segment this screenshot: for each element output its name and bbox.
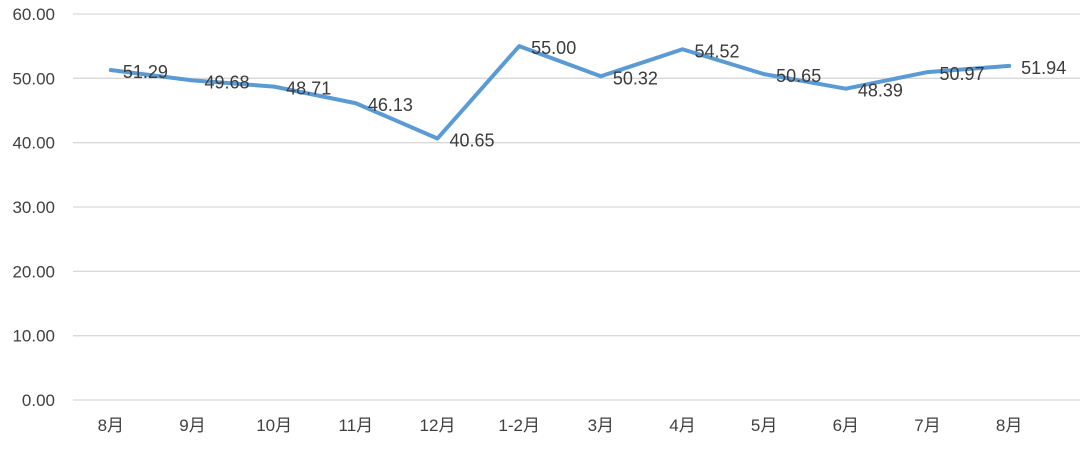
x-axis-tick-label: 12月	[420, 416, 456, 435]
data-label: 55.00	[531, 38, 576, 58]
y-axis-tick-label: 30.00	[12, 198, 55, 217]
y-axis-tick-label: 0.00	[22, 391, 55, 410]
data-label: 48.39	[858, 81, 903, 101]
data-label: 40.65	[450, 130, 495, 150]
data-label: 46.13	[368, 95, 413, 115]
data-label: 54.52	[695, 41, 740, 61]
x-axis-tick-label: 1-2月	[498, 416, 540, 435]
y-axis-tick-label: 40.00	[12, 134, 55, 153]
series-line	[108, 44, 1012, 141]
data-label: 50.65	[776, 66, 821, 86]
x-axis-tick-label: 8月	[98, 416, 124, 435]
y-axis-tick-label: 60.00	[12, 5, 55, 24]
data-label: 49.68	[205, 72, 250, 92]
y-axis-tick-label: 20.00	[12, 262, 55, 281]
data-label: 50.32	[613, 68, 658, 88]
x-axis-tick-label: 9月	[179, 416, 205, 435]
x-axis-tick-label: 8月	[996, 416, 1022, 435]
x-axis-tick-label: 11月	[339, 416, 374, 435]
x-axis-tick-label: 10月	[256, 416, 292, 435]
data-label: 50.97	[940, 64, 985, 84]
y-axis-tick-label: 10.00	[12, 327, 55, 346]
x-axis-tick-label: 6月	[833, 416, 859, 435]
x-axis-tick-label: 4月	[669, 416, 695, 435]
data-label: 48.71	[286, 79, 331, 99]
data-label: 51.94	[1021, 58, 1066, 78]
data-label: 51.29	[123, 62, 168, 82]
x-axis-tick-label: 5月	[751, 416, 777, 435]
x-axis-tick-label: 7月	[914, 416, 940, 435]
x-axis-tick-label: 3月	[588, 416, 614, 435]
y-axis-tick-label: 50.00	[12, 69, 55, 88]
